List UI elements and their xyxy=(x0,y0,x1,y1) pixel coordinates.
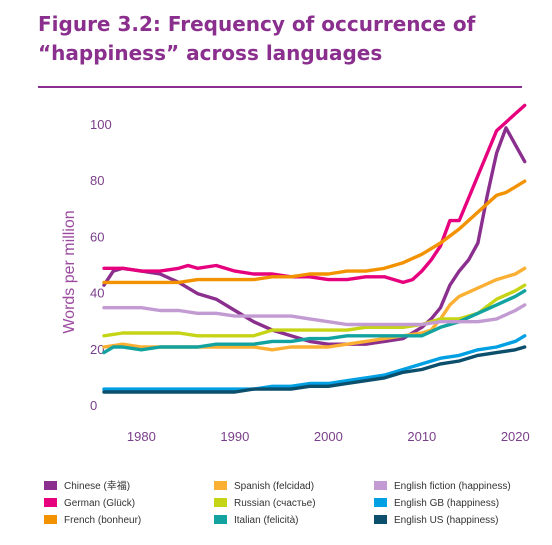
x-tick-label: 2010 xyxy=(407,429,436,444)
legend: Chinese (幸福) German (Glück) French (bonheu… xyxy=(44,479,511,526)
series-lines xyxy=(102,103,527,394)
x-tick-label: 2000 xyxy=(314,429,343,444)
y-tick-label: 100 xyxy=(90,117,112,132)
legend-label: Russian (счастье) xyxy=(234,498,316,509)
series-line-3 xyxy=(102,179,527,285)
legend-swatch xyxy=(44,498,57,507)
title-rule xyxy=(38,86,522,88)
series-line-8 xyxy=(102,334,527,391)
legend-item: Russian (счастье) xyxy=(214,498,316,509)
legend-label: French (bonheur) xyxy=(64,515,141,526)
legend-label: English GB (happiness) xyxy=(394,498,499,509)
legend-item: English fiction (happiness) xyxy=(374,481,511,492)
y-tick-label: 80 xyxy=(90,173,104,188)
legend-label: Chinese (幸福) xyxy=(64,479,130,492)
figure-title: Figure 3.2: Frequency of occurrence of “… xyxy=(38,10,538,68)
legend-swatch xyxy=(374,498,387,507)
legend-item: Italian (felicità) xyxy=(214,515,298,526)
legend-item: Spanish (felcidad) xyxy=(214,481,314,492)
legend-label: Italian (felicità) xyxy=(234,515,298,526)
y-axis-label: Words per million xyxy=(61,210,78,333)
title-line-1: Figure 3.2: Frequency of occurrence of xyxy=(38,12,476,36)
legend-item: English GB (happiness) xyxy=(374,498,499,509)
x-tick-label: 1980 xyxy=(127,429,156,444)
x-axis-ticks: 1980 1990 2000 2010 2020 xyxy=(127,429,530,444)
y-axis-ticks: 0 20 40 60 80 100 xyxy=(90,117,112,413)
series-line-9 xyxy=(102,345,527,394)
x-tick-label: 2020 xyxy=(501,429,530,444)
legend-item: Chinese (幸福) xyxy=(44,479,130,492)
legend-item: English US (happiness) xyxy=(374,515,499,526)
title-line-2: “happiness” across languages xyxy=(38,41,383,65)
legend-swatch xyxy=(214,481,227,490)
y-tick-label: 0 xyxy=(90,398,97,413)
legend-label: German (Glück) xyxy=(64,498,135,509)
series-line-5 xyxy=(102,283,527,338)
legend-swatch xyxy=(44,481,57,490)
legend-label: English fiction (happiness) xyxy=(394,481,511,492)
legend-label: English US (happiness) xyxy=(394,515,499,526)
legend-swatch xyxy=(214,498,227,507)
series-line-7 xyxy=(102,303,527,327)
legend-swatch xyxy=(214,515,227,524)
legend-item: German (Glück) xyxy=(44,498,135,509)
x-tick-label: 1990 xyxy=(220,429,249,444)
y-tick-label: 40 xyxy=(90,286,104,301)
legend-swatch xyxy=(374,515,387,524)
legend-item: French (bonheur) xyxy=(44,515,141,526)
legend-swatch xyxy=(44,515,57,524)
legend-swatch xyxy=(374,481,387,490)
y-tick-label: 20 xyxy=(90,342,104,357)
series-line-2 xyxy=(102,103,527,285)
legend-label: Spanish (felcidad) xyxy=(234,481,314,492)
y-tick-label: 60 xyxy=(90,229,104,244)
